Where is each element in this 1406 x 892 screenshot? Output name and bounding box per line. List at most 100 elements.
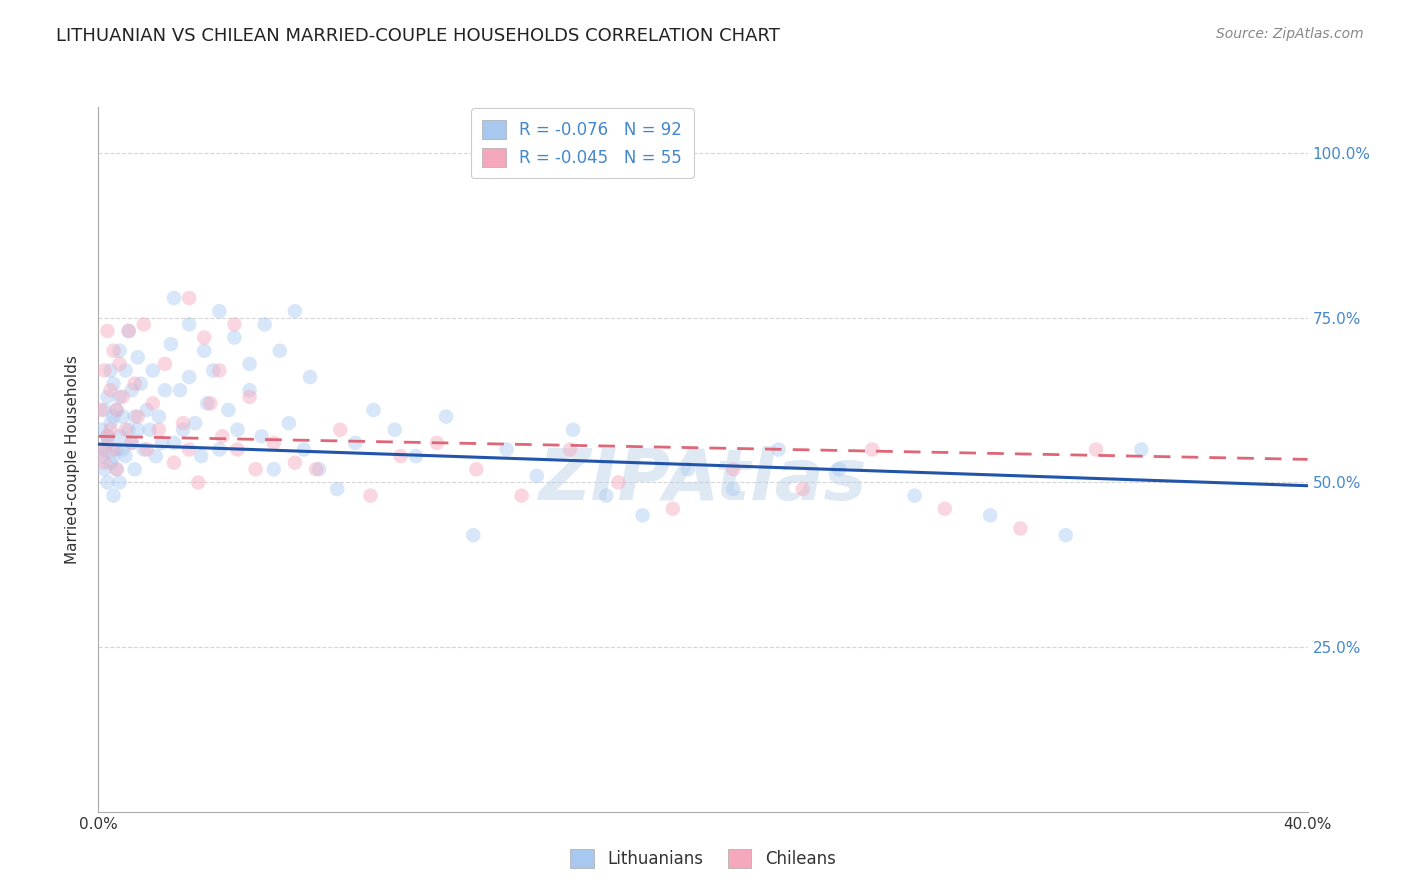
Point	[226, 442, 249, 457]
Point	[1010, 522, 1032, 536]
Point	[434, 409, 457, 424]
Point	[121, 436, 143, 450]
Point	[253, 318, 276, 332]
Point	[184, 416, 207, 430]
Point	[329, 423, 352, 437]
Point	[96, 324, 118, 338]
Point	[148, 423, 170, 437]
Point	[344, 436, 367, 450]
Point	[142, 363, 165, 377]
Point	[108, 475, 131, 490]
Point	[153, 383, 176, 397]
Point	[90, 449, 112, 463]
Point	[239, 390, 262, 404]
Point	[121, 436, 143, 450]
Point	[179, 370, 201, 384]
Point	[105, 403, 128, 417]
Point	[135, 442, 157, 457]
Point	[114, 363, 136, 377]
Point	[389, 449, 412, 463]
Point	[245, 462, 267, 476]
Point	[153, 357, 176, 371]
Point	[202, 363, 225, 377]
Point	[179, 291, 201, 305]
Point	[108, 343, 131, 358]
Point	[1054, 528, 1077, 542]
Point	[904, 489, 927, 503]
Legend: Lithuanians, Chileans: Lithuanians, Chileans	[564, 842, 842, 875]
Legend: R = -0.076   N = 92, R = -0.045   N = 55: R = -0.076 N = 92, R = -0.045 N = 55	[471, 108, 693, 178]
Point	[558, 442, 581, 457]
Point	[103, 489, 125, 503]
Point	[224, 318, 246, 332]
Point	[190, 449, 212, 463]
Point	[100, 383, 122, 397]
Point	[308, 462, 330, 476]
Point	[526, 468, 548, 483]
Point	[129, 376, 152, 391]
Point	[93, 403, 115, 417]
Point	[263, 462, 285, 476]
Point	[211, 429, 233, 443]
Point	[145, 449, 167, 463]
Point	[193, 330, 215, 344]
Point	[208, 363, 231, 377]
Point	[96, 429, 118, 443]
Point	[103, 376, 125, 391]
Point	[163, 456, 186, 470]
Point	[100, 423, 122, 437]
Point	[1085, 442, 1108, 457]
Point	[239, 383, 262, 397]
Text: Source: ZipAtlas.com: Source: ZipAtlas.com	[1216, 27, 1364, 41]
Point	[100, 416, 122, 430]
Point	[676, 462, 699, 476]
Point	[226, 423, 249, 437]
Point	[263, 436, 285, 450]
Point	[114, 449, 136, 463]
Point	[127, 423, 149, 437]
Point	[607, 475, 630, 490]
Point	[111, 390, 134, 404]
Point	[405, 449, 427, 463]
Point	[284, 304, 307, 318]
Point	[269, 343, 291, 358]
Point	[132, 442, 155, 457]
Point	[217, 403, 239, 417]
Point	[723, 482, 745, 496]
Point	[121, 383, 143, 397]
Point	[118, 324, 141, 338]
Point	[363, 403, 385, 417]
Point	[292, 442, 315, 457]
Point	[163, 436, 186, 450]
Point	[179, 318, 201, 332]
Point	[118, 324, 141, 338]
Point	[118, 423, 141, 437]
Point	[195, 396, 218, 410]
Point	[595, 489, 617, 503]
Point	[124, 462, 146, 476]
Point	[277, 416, 299, 430]
Point	[127, 351, 149, 365]
Point	[631, 508, 654, 523]
Point	[193, 343, 215, 358]
Point	[224, 330, 246, 344]
Point	[250, 429, 273, 443]
Point	[93, 456, 115, 470]
Point	[132, 318, 155, 332]
Point	[208, 304, 231, 318]
Point	[103, 409, 125, 424]
Point	[828, 462, 851, 476]
Point	[100, 363, 122, 377]
Point	[93, 462, 115, 476]
Point	[768, 442, 790, 457]
Point	[360, 489, 382, 503]
Point	[90, 442, 112, 457]
Point	[96, 429, 118, 443]
Point	[114, 423, 136, 437]
Point	[284, 456, 307, 470]
Text: LITHUANIAN VS CHILEAN MARRIED-COUPLE HOUSEHOLDS CORRELATION CHART: LITHUANIAN VS CHILEAN MARRIED-COUPLE HOU…	[56, 27, 780, 45]
Point	[111, 442, 134, 457]
Point	[384, 423, 406, 437]
Point	[723, 462, 745, 476]
Point	[792, 482, 814, 496]
